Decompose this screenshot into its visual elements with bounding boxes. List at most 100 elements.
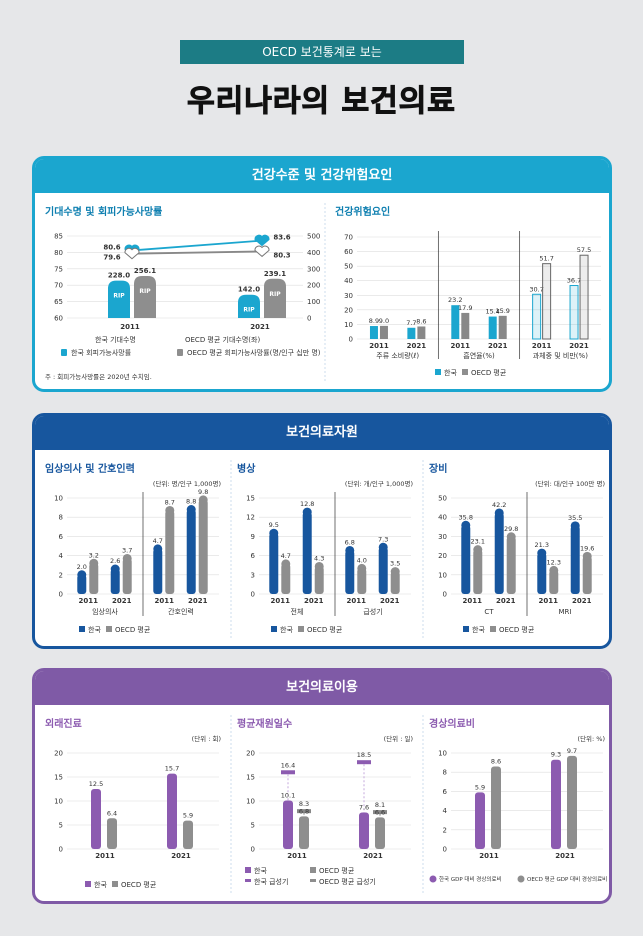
doctors-korea-bar [110,569,120,594]
life-line-value: 79.6 [103,254,120,262]
life-left-tick: 70 [54,282,63,290]
korea-risk-bar [532,293,542,340]
equip-x-label: 2021 [572,597,592,605]
doctors-unit: (단위: 명/인구 1,000명) [153,479,221,488]
stay-acute-value: 8.3 [299,800,309,808]
risk-tick: 30 [344,292,353,300]
doctors-bar-value: 8.8 [186,498,196,506]
beds-tick: 0 [251,591,255,599]
risk-bar-value: 8.6 [416,317,426,325]
doctors-tick: 0 [59,591,63,599]
stay-acute-value: 8.1 [375,801,385,809]
beds-bar-value: 3.5 [390,560,400,568]
doctors-bar-value: 2.0 [77,563,87,571]
expense-x-label: 2011 [479,852,499,860]
expense-oecd-bar [567,755,577,849]
doctors-bar-value: 8.7 [165,498,175,506]
outpatient-legend-swatch [112,881,118,887]
life-line-value: 83.6 [273,234,290,242]
oecd-risk-bar [417,326,426,339]
stay-bar-value: 6.6 [375,808,385,816]
risk-group-label: 과체중 및 비만(%) [533,351,588,360]
stay-legend-label: 한국 [254,867,267,875]
expense-legend-swatch [517,875,525,883]
equip-oecd-bar [473,549,483,594]
doctors-korea-bar [186,509,196,594]
equip-bar-cap [461,520,471,530]
outpatient-bar-value: 6.4 [107,809,117,817]
expense-oecd-bar [491,766,501,849]
utilization-panel-title: 보건의료이용 [35,671,609,705]
doctors-bar-value: 9.8 [198,488,208,496]
tombstone-mark: RIP [139,288,151,295]
oecd-risk-bar [498,315,507,339]
stay-tick: 5 [251,822,255,830]
equip-group-label: MRI [559,608,572,616]
risk-bar-value: 9.0 [379,317,389,325]
doctors-oecd-bar [89,563,99,594]
tombstone-bar [264,278,286,318]
beds-group-label: 전체 [291,607,304,616]
equip-korea-bar [537,553,547,594]
life-right-tick: 0 [307,315,311,323]
equip-oecd-bar [506,536,516,594]
equip-bar-value: 12.3 [547,558,561,566]
life-bar-value: 239.1 [264,270,286,278]
equip-bar-value: 19.6 [580,544,594,552]
equip-bar-value: 29.8 [504,525,518,533]
resources-charts: 임상의사 및 간호인력(단위: 명/인구 1,000명)10864202.03.… [45,460,605,640]
korea-risk-bar [451,305,460,339]
doctors-bar-value: 2.6 [110,557,120,565]
beds-oecd-bar [357,568,367,594]
beds-bar-cap [269,528,279,538]
beds-tick: 9 [251,533,255,541]
risk-tick: 60 [344,248,353,256]
korea-risk-bar [488,316,497,339]
doctors-korea-bar [153,548,163,594]
beds-oecd-bar [390,571,400,594]
heart-point [254,245,270,258]
expense-korea-bar [475,792,485,849]
outpatient-title: 외래진료 [45,717,82,730]
beds-x-label: 2021 [380,597,400,605]
equip-bar-cap [549,565,559,575]
risk-bar-value: 7.7 [406,319,416,327]
beds-korea-bar [269,533,279,594]
equip-korea-bar [494,512,504,594]
beds-title: 병상 [237,462,256,475]
risk-legend-swatch [462,369,468,375]
life-right-tick: 400 [307,249,320,257]
risk-group-label: 흡연율(%) [463,351,495,360]
outpatient-korea-bar [91,789,101,849]
equip-bar-value: 21.3 [535,541,549,549]
equip-tick: 40 [438,514,447,522]
outpatient-bar-value: 5.9 [183,812,193,820]
resources-panel: 보건의료자원 임상의사 및 간호인력 (단위: 명/인구 1,000명) 10 8 6 4… [32,413,612,649]
beds-bar-value: 12.8 [300,500,314,508]
expense-korea-bar [551,759,561,849]
risk-tick: 40 [344,277,353,285]
outpatient-legend-swatch [85,881,91,887]
equip-bar-cap [570,521,580,531]
life-bar-value: 142.0 [238,286,260,294]
expense-tick: 2 [443,826,447,834]
equip-legend-label: OECD 평균 [499,625,535,634]
expense-bar-value: 5.9 [475,783,485,791]
beds-tick: 6 [251,552,256,560]
life-left-tick: 85 [54,233,63,241]
equip-oecd-bar [582,556,592,594]
doctors-x-label: 2021 [112,597,132,605]
header-subtitle: OECD 보건통계로 보는 [180,40,464,64]
doctors-bar-value: 3.2 [89,551,99,559]
risk-x-label: 2021 [407,342,427,350]
expense-unit: (단위: %) [578,734,605,743]
stay-bar-value: 6.8 [299,807,309,815]
doctors-title: 임상의사 및 간호인력 [45,462,135,475]
outpatient-oecd-bar [107,818,117,849]
equip-legend-swatch [463,626,469,632]
doctors-bar-value: 3.7 [122,546,132,554]
life-x-label: 2011 [120,323,140,331]
doctors-korea-bar [77,574,87,594]
expense-tick: 4 [443,807,448,815]
beds-bar-value: 4.3 [314,554,324,562]
